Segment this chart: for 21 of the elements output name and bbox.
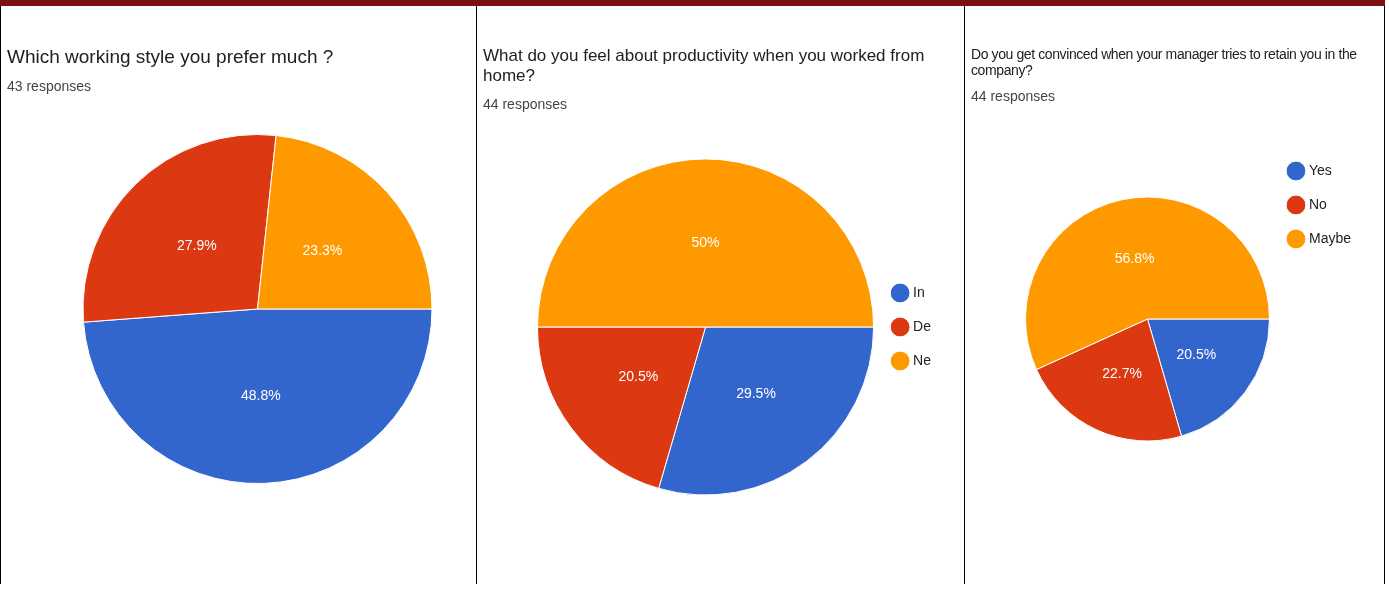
chart-title: Do you get convinced when your manager tries to retain you in the company?	[970, 45, 1358, 78]
chart-title: Which working style you prefer much ?	[6, 45, 335, 68]
data-label: 29.5%	[736, 385, 776, 402]
legend-label: No	[1308, 195, 1328, 212]
legend-label: De	[913, 317, 932, 334]
data-label: 22.7%	[1102, 365, 1142, 382]
data-label: 50%	[691, 233, 720, 250]
chart-subtitle: 44 responses	[482, 95, 569, 112]
legend-label: Yes	[1308, 161, 1332, 178]
data-label: 48.8%	[240, 387, 281, 404]
chart-subtitle: 44 responses	[970, 87, 1057, 104]
data-label: 20.5%	[618, 368, 659, 385]
legend-label: Maybe	[1308, 229, 1352, 246]
chart-subtitle: 43 responses	[6, 77, 93, 94]
data-label: 27.9%	[176, 237, 217, 254]
data-label: 20.5%	[1176, 346, 1217, 363]
data-label: 56.8%	[1114, 250, 1155, 267]
legend-label: Ne	[913, 351, 932, 368]
data-label: 23.3%	[302, 241, 343, 258]
chart-title: What do you feel about productivity when you worked from home?	[482, 45, 926, 86]
legend-label: In	[913, 283, 925, 300]
